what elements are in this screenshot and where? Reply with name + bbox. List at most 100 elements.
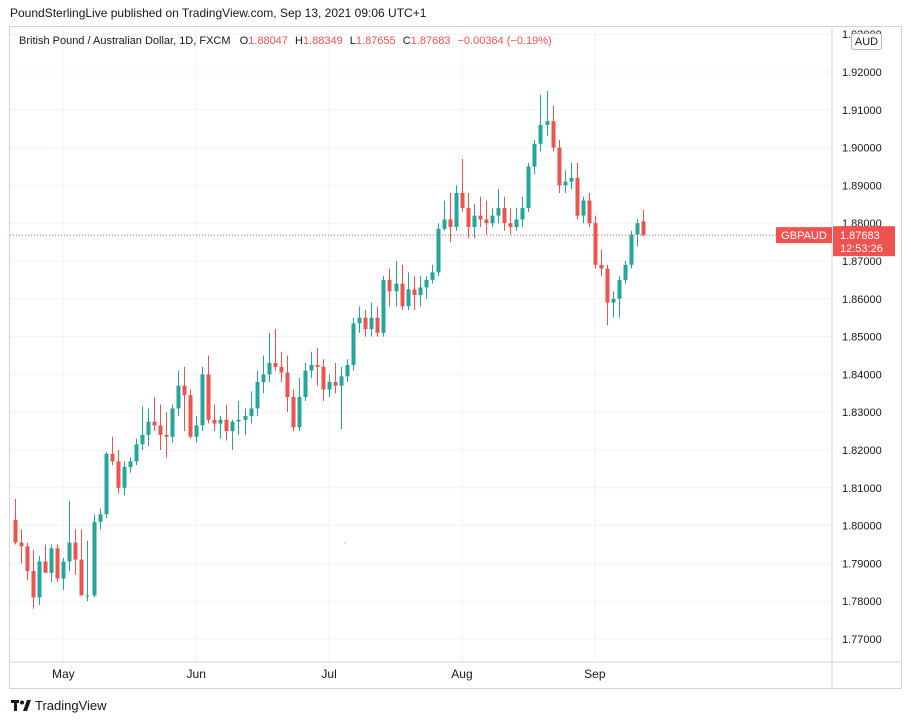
chart-frame[interactable] (9, 26, 902, 689)
candle (164, 412, 169, 458)
candle (291, 389, 296, 432)
candle (484, 200, 489, 235)
candle-body (375, 317, 380, 333)
candle-body (261, 374, 266, 382)
candle (261, 355, 266, 394)
candle (188, 389, 193, 439)
candle-body (327, 381, 332, 390)
candle (333, 363, 338, 394)
candle-body (206, 374, 211, 420)
candle-body (339, 376, 344, 386)
candle (478, 196, 483, 227)
candle (611, 291, 616, 318)
candle (394, 261, 399, 307)
legend-symbol: British Pound / Australian Dollar, 1D, F… (19, 35, 231, 47)
candle-body (55, 548, 60, 579)
candle-body (273, 363, 278, 367)
candle-body (79, 559, 84, 596)
candle (140, 406, 145, 450)
candle (309, 351, 314, 379)
candle-body (13, 519, 18, 543)
candle (25, 542, 30, 581)
candle (212, 404, 217, 432)
candle (321, 359, 326, 401)
candle-body (182, 385, 187, 396)
candle-body (321, 366, 326, 390)
candle-body (448, 219, 453, 227)
candle (406, 272, 411, 311)
candle (176, 370, 181, 416)
legend-low-label: L (349, 35, 356, 47)
chart-grid (10, 27, 832, 662)
candle-body (345, 364, 350, 377)
legend-open-value: 1.88047 (248, 35, 288, 47)
candle-body (617, 279, 622, 299)
candle (538, 94, 543, 152)
candle (502, 196, 507, 231)
candle (545, 90, 550, 137)
candle-body (146, 421, 151, 435)
candle (285, 355, 290, 413)
candle-body (605, 268, 610, 303)
candle-body (545, 121, 550, 125)
candle-body (641, 221, 646, 236)
candle-body (418, 287, 423, 296)
candle (104, 451, 109, 519)
candle (37, 555, 42, 605)
candle (520, 196, 525, 227)
candle-body (502, 208, 507, 224)
candle-body (267, 363, 272, 375)
candle-body (526, 166, 531, 209)
candle (593, 215, 598, 269)
candle-body (303, 370, 308, 398)
legend-high-value: 1.88349 (302, 35, 343, 47)
candle-body (472, 215, 477, 227)
symbol-tag-label: GBPAUD (781, 230, 827, 242)
candle-body (563, 181, 568, 186)
candle-body (98, 514, 103, 522)
time-tick-label: Aug (451, 667, 472, 681)
candle-body (255, 381, 260, 409)
candle-body (128, 461, 133, 468)
candle-body (551, 121, 556, 148)
price-tag-countdown: 12:53:26 (840, 243, 883, 255)
candle (315, 347, 320, 386)
price-tag-bg (833, 226, 895, 257)
candle-body (400, 283, 405, 307)
candle (218, 415, 223, 439)
price-tick-label: 1.89000 (842, 180, 882, 192)
candle (13, 499, 18, 545)
stray-dot (344, 542, 346, 544)
candle (369, 302, 374, 337)
candle (206, 355, 211, 424)
candle (200, 366, 205, 432)
candle-body (194, 425, 199, 437)
candle-body (587, 200, 592, 224)
candle (605, 264, 610, 326)
candle-body (164, 434, 169, 437)
candle-body (122, 467, 127, 488)
candle (49, 544, 54, 583)
candle (345, 359, 350, 382)
candle-body (514, 219, 519, 227)
price-tick-label: 1.82000 (842, 445, 882, 457)
candle (442, 200, 447, 231)
candle-body (538, 124, 543, 144)
symbol-tag-bg (776, 227, 832, 244)
price-tick-label: 1.87000 (842, 256, 882, 268)
candle (61, 557, 66, 590)
price-tick-label: 1.90000 (842, 143, 882, 155)
candle-body (581, 200, 586, 216)
candle (158, 404, 163, 450)
price-axis: 1.77000 1.78000 1.79000 1.80000 1.81000 1.820… (831, 27, 882, 689)
candle-body (363, 317, 368, 330)
price-tick-label: 1.92000 (842, 67, 882, 79)
currency-button[interactable]: AUD (851, 33, 882, 50)
candle (236, 400, 241, 435)
candle-body (140, 434, 145, 445)
candle-body (279, 366, 284, 373)
candle-body (134, 444, 139, 462)
candle-body (19, 542, 24, 547)
